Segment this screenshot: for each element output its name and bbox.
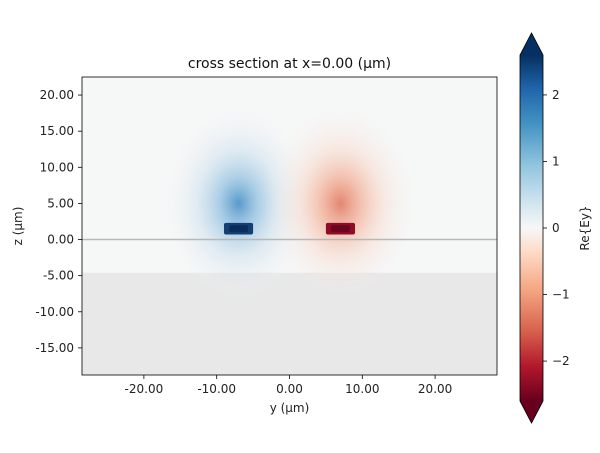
- field-lobe-positive-peak: [229, 225, 248, 233]
- x-tick-label: 0.00: [276, 382, 303, 396]
- x-tick-label: 10.00: [345, 382, 379, 396]
- colorbar-extend-max: [520, 33, 543, 55]
- colorbar-tick-label: 0: [552, 221, 560, 235]
- x-axis: -20.00 -10.00 0.00 10.00 20.00: [125, 375, 452, 396]
- y-tick-label: -15.00: [35, 341, 74, 355]
- x-axis-title: y (µm): [270, 401, 310, 415]
- y-tick-label: 5.00: [47, 196, 74, 210]
- colorbar-outline: [519, 32, 544, 424]
- colorbar: −2 −1 0 1 2: [519, 32, 570, 424]
- y-axis: -15.00 -10.00 -5.00 0.00 5.00 10.00 15.00 20.00: [35, 88, 82, 355]
- colorbar-gradient: [520, 55, 543, 401]
- x-tick-label: -20.00: [125, 382, 164, 396]
- y-tick-label: 0.00: [47, 233, 74, 247]
- y-tick-label: 10.00: [40, 160, 74, 174]
- field-glow-negative: [264, 105, 417, 302]
- colorbar-tick-label: 1: [552, 154, 560, 168]
- x-tick-label: -10.00: [197, 382, 236, 396]
- y-tick-label: 20.00: [40, 88, 74, 102]
- colorbar-tick-label: −2: [552, 354, 570, 368]
- substrate-region: [82, 272, 497, 375]
- chart-title: cross section at x=0.00 (µm): [188, 56, 391, 72]
- colorbar-label: Re{Ey}: [578, 205, 592, 250]
- y-tick-label: -10.00: [35, 305, 74, 319]
- plot-area: [82, 77, 497, 375]
- colorbar-ticks: −2 −1 0 1 2: [543, 88, 570, 368]
- colorbar-tick-label: 2: [552, 88, 560, 102]
- y-tick-label: -5.00: [43, 269, 74, 283]
- colorbar-tick-label: −1: [552, 288, 570, 302]
- colorbar-extend-min: [520, 401, 543, 423]
- y-tick-label: 15.00: [40, 124, 74, 138]
- y-axis-title: z (µm): [11, 207, 25, 246]
- field-lobe-negative-peak: [331, 225, 350, 233]
- x-tick-label: 20.00: [418, 382, 452, 396]
